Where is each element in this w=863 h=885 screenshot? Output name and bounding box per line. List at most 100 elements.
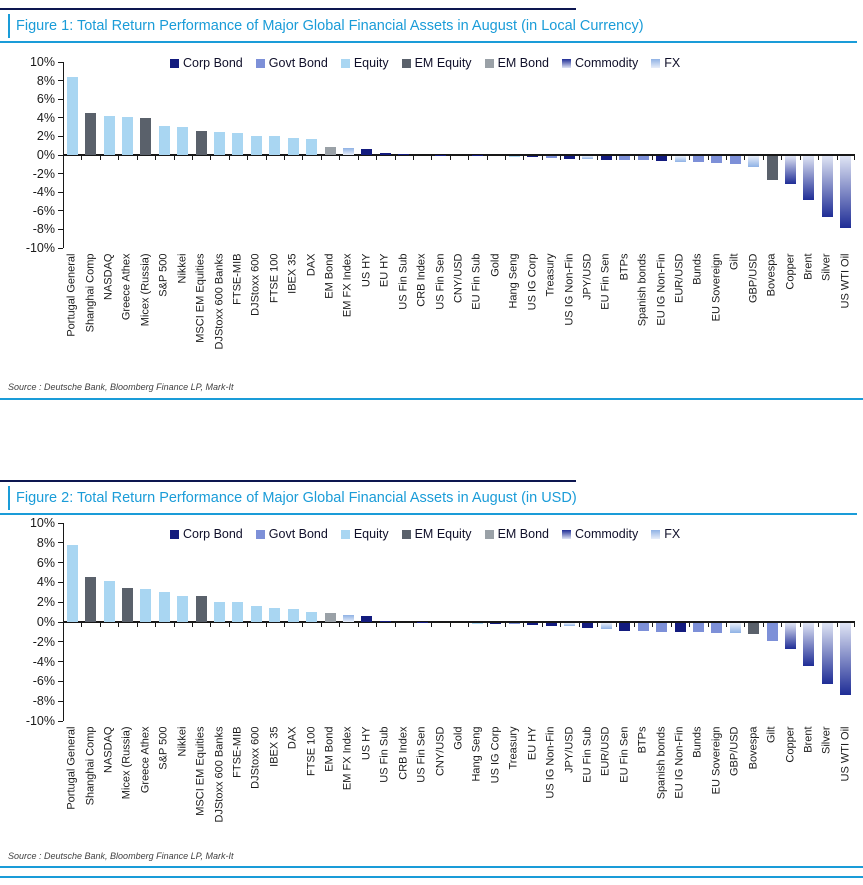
x-axis-label: Shanghai Comp [84,726,97,806]
x-axis-tick [450,623,451,627]
x-axis-tick [395,623,396,627]
x-axis-tick [81,156,82,160]
x-axis-tick [542,623,543,627]
x-axis-label: US Fin Sub [397,253,410,310]
y-axis-label: 8% [36,535,55,550]
y-axis-label: 0% [36,615,55,629]
bar [674,623,686,633]
fx-swatch-icon [651,58,661,68]
x-axis-label: US IG Corp [526,253,539,311]
bar [379,152,391,155]
x-axis-label: EU HY [526,726,539,761]
x-axis-tick [155,156,156,160]
figure-1: Figure 1: Total Return Performance of Ma… [0,8,863,408]
govt-bond-swatch-icon [255,529,265,539]
x-axis-tick [708,623,709,627]
figure-top-rule [0,480,576,482]
bar [711,623,723,633]
x-axis-tick [616,156,617,160]
x-axis-label: Gilt [728,253,741,271]
x-axis-label: Micex (Russia) [139,253,152,327]
bar [66,544,78,622]
bar [748,623,760,635]
x-axis-tick [744,623,745,627]
bar [508,156,520,157]
em-bond-swatch-icon [484,58,494,68]
y-axis-tick [58,621,63,623]
bar [177,126,189,155]
x-axis-label: EU Fin Sen [618,726,631,783]
bar [729,623,741,633]
y-axis-tick [58,61,63,63]
x-axis-tick [321,156,322,160]
x-axis-tick [505,156,506,160]
x-axis-tick [800,623,801,627]
x-axis-label: EU IG Non-Fin [673,726,686,799]
bar [692,623,704,633]
x-axis-label: IBEX 35 [268,726,281,767]
x-axis-tick [818,623,819,627]
legend-item: EM Bond [484,56,549,70]
x-axis-label: US WTI Oil [839,253,852,309]
x-axis-tick [818,156,819,160]
bar [840,156,852,228]
corp-bond-swatch-icon [170,529,179,539]
x-axis-label: GBP/USD [747,253,760,304]
bar [821,156,833,218]
x-axis-label: EU Fin Sub [581,726,594,783]
x-axis-tick [616,623,617,627]
x-axis-tick [450,156,451,160]
chart-legend: Corp Bond Govt Bond Equity EM Equity EM Bond… [170,527,680,541]
x-axis-label: EU IG Non-Fin [655,253,668,326]
bar [785,156,797,184]
legend-item: EM Equity [401,527,472,541]
bar [306,612,318,622]
legend-label: FX [664,527,681,541]
bar [177,595,189,622]
x-axis-label: Copper [784,726,797,763]
x-axis-tick [671,156,672,160]
y-axis-label: -10% [25,714,55,728]
x-axis-tick [708,156,709,160]
y-axis-tick [58,135,63,137]
bar [545,623,557,626]
x-axis-line [63,154,855,156]
equity-swatch-icon [340,58,350,68]
x-axis-label: GBP/USD [728,726,741,777]
x-axis-label: NASDAQ [102,726,115,773]
x-axis-tick [266,623,267,627]
x-axis-label: US IG Corp [489,726,502,784]
x-axis-label: Copper [784,253,797,290]
x-axis-label: Spanish bonds [636,253,649,327]
x-axis-label: US Fin Sen [415,726,428,783]
x-axis-tick [192,623,193,627]
x-axis-label: Spanish bonds [655,726,668,800]
x-axis-label: NASDAQ [102,253,115,300]
x-axis-tick [118,623,119,627]
x-axis-label: BTPs [636,726,649,754]
bar [324,146,336,155]
x-axis-label: DAX [286,726,299,750]
bar [840,623,852,696]
x-axis-label: Gold [489,253,502,277]
x-axis-label: FTSE 100 [305,726,318,777]
x-axis-tick [376,156,377,160]
x-axis-label: Treasury [507,726,520,770]
bar [766,623,778,641]
x-axis-tick [763,623,764,627]
x-axis-label: FTSE 100 [268,253,281,304]
bar [121,587,133,622]
x-axis-label: MSCI EM Equities [194,253,207,343]
legend-label: Corp Bond [183,56,243,70]
legend-label: Commodity [574,527,639,541]
x-axis-label: DAX [305,253,318,277]
title-underline [0,41,857,43]
y-axis-tick [58,581,63,583]
x-axis-label: BTPs [618,253,631,281]
x-axis-label: EM Bond [323,253,336,299]
y-axis-tick [58,601,63,603]
legend-label: Govt Bond [268,527,328,541]
page-bottom-rule [0,876,863,878]
x-axis-tick [689,623,690,627]
x-axis-label: S&P 500 [157,253,170,297]
